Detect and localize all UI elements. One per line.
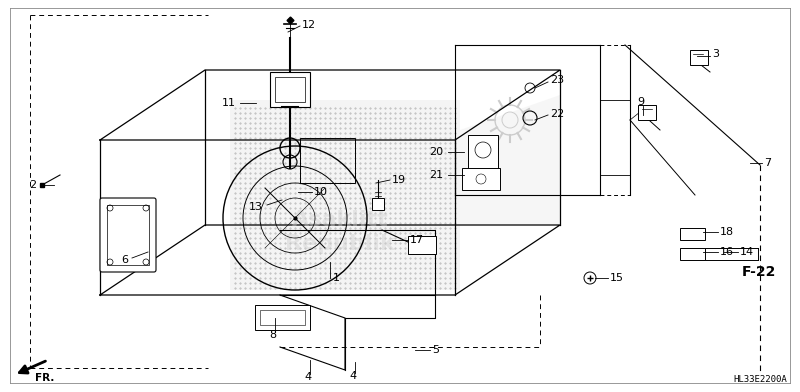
- Bar: [690, 50, 708, 65]
- Text: 18: 18: [720, 227, 734, 237]
- Bar: [468, 135, 498, 180]
- Text: 9: 9: [638, 97, 645, 107]
- Bar: [275, 77, 305, 102]
- FancyBboxPatch shape: [100, 198, 156, 272]
- Bar: [680, 228, 705, 240]
- Bar: [270, 72, 310, 107]
- Bar: [462, 168, 500, 190]
- Bar: [408, 236, 436, 254]
- Text: 6: 6: [121, 255, 128, 265]
- Text: 4: 4: [350, 371, 357, 381]
- Text: HL33E2200A: HL33E2200A: [734, 375, 787, 384]
- Text: 12: 12: [302, 20, 316, 30]
- Text: 1: 1: [333, 273, 340, 283]
- Bar: [107, 205, 149, 265]
- Polygon shape: [460, 95, 560, 225]
- Bar: [680, 248, 705, 260]
- Bar: [638, 105, 656, 120]
- Text: Asaklitt
Republik: Asaklitt Republik: [285, 211, 395, 254]
- Text: 20: 20: [429, 147, 443, 157]
- Bar: [260, 310, 305, 325]
- Text: 5: 5: [432, 345, 439, 355]
- Text: F-22: F-22: [742, 265, 776, 279]
- Text: 23: 23: [550, 75, 564, 85]
- Text: 16: 16: [720, 247, 734, 257]
- Text: 21: 21: [429, 170, 443, 180]
- Text: 11: 11: [222, 98, 236, 108]
- Text: 13: 13: [249, 202, 263, 212]
- Text: 3: 3: [712, 49, 719, 59]
- Text: 17: 17: [410, 235, 424, 245]
- Text: 10: 10: [314, 187, 328, 197]
- Text: FR.: FR.: [35, 373, 54, 383]
- Text: 14: 14: [740, 247, 754, 257]
- Bar: [372, 198, 384, 210]
- Text: 7: 7: [764, 158, 771, 168]
- Text: 2: 2: [29, 180, 36, 190]
- Bar: [300, 138, 355, 183]
- Text: 19: 19: [392, 175, 406, 185]
- Text: 22: 22: [550, 109, 564, 119]
- Text: 15: 15: [610, 273, 624, 283]
- Bar: [255, 305, 310, 330]
- Polygon shape: [230, 100, 460, 290]
- Text: 4: 4: [305, 372, 311, 382]
- Text: 8: 8: [270, 330, 277, 340]
